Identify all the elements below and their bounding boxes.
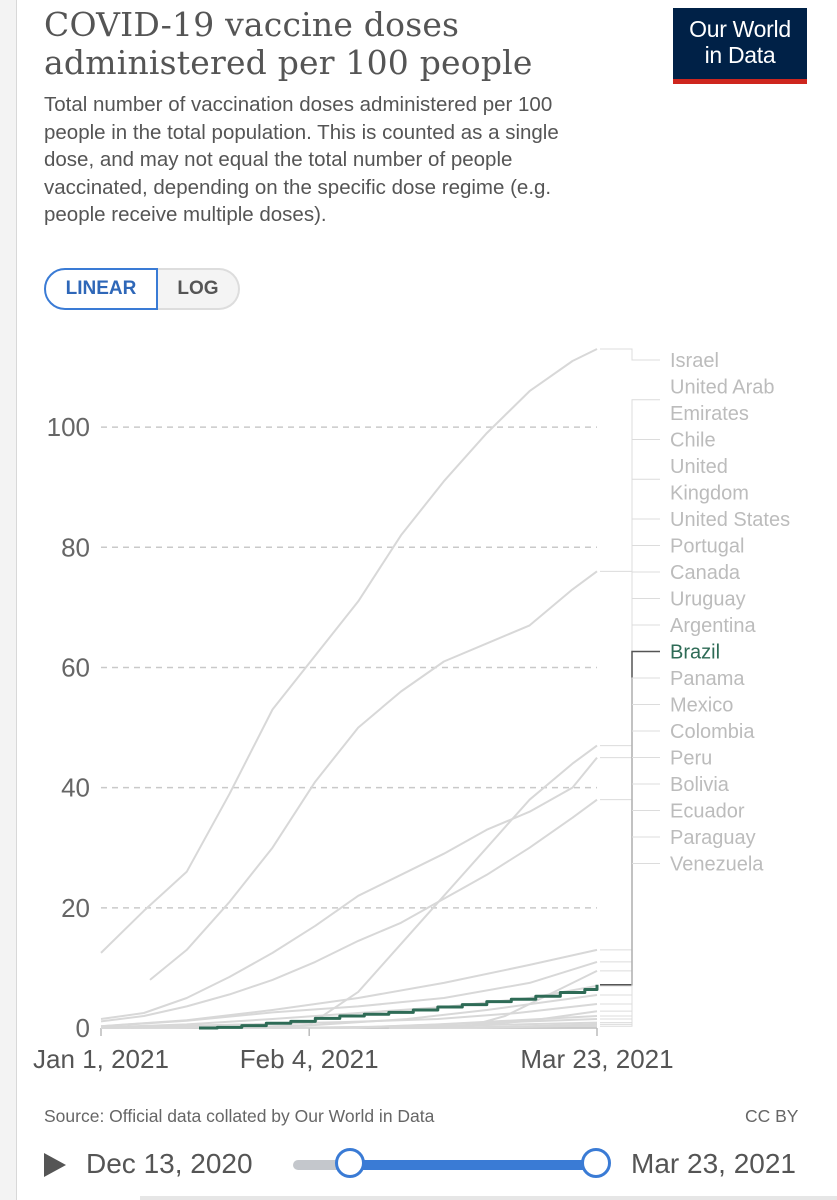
series-label[interactable]: Venezuela bbox=[670, 854, 764, 876]
series-label[interactable]: Portugal bbox=[670, 536, 745, 558]
label-connector bbox=[600, 598, 660, 972]
x-tick-label: Feb 4, 2021 bbox=[240, 1044, 379, 1074]
muted-series-lines bbox=[100, 348, 598, 1029]
timeline-selected-range bbox=[350, 1160, 596, 1170]
series-label[interactable]: Peru bbox=[670, 748, 712, 770]
log-scale-button[interactable]: LOG bbox=[158, 268, 240, 310]
line-chart[interactable]: 0 20 40 60 80 100 Jan 1, 2021 Feb 4, 2021 Mar 2… bbox=[0, 330, 837, 1080]
y-tick-label: 100 bbox=[47, 412, 90, 442]
y-tick-label: 20 bbox=[61, 893, 90, 923]
label-connectors bbox=[600, 348, 660, 1027]
label-connector bbox=[600, 348, 660, 361]
series-label[interactable]: Ecuador bbox=[670, 801, 745, 823]
label-connector bbox=[600, 624, 660, 987]
timeline-start-date: Dec 13, 2020 bbox=[86, 1148, 253, 1179]
play-icon[interactable] bbox=[44, 1153, 66, 1177]
label-connector bbox=[600, 677, 660, 996]
y-axis-ticks: 0 20 40 60 80 100 bbox=[47, 412, 90, 1043]
series-label[interactable]: Uruguay bbox=[670, 589, 746, 611]
chart-subtitle: Total number of vaccination doses admini… bbox=[44, 93, 559, 226]
gridlines bbox=[101, 426, 597, 909]
series-line[interactable] bbox=[100, 348, 598, 954]
label-connector bbox=[600, 810, 660, 1024]
label-connector bbox=[600, 730, 660, 1012]
series-line[interactable] bbox=[149, 570, 598, 981]
left-frame-edge bbox=[0, 0, 17, 1200]
label-connector bbox=[600, 650, 660, 986]
series-label[interactable]: Canada bbox=[670, 562, 741, 584]
y-tick-label: 60 bbox=[61, 652, 90, 682]
series-line[interactable] bbox=[199, 984, 599, 1030]
license-link[interactable]: CC BY bbox=[745, 1106, 799, 1126]
timeline-start-handle[interactable] bbox=[335, 1148, 365, 1178]
y-tick-label: 40 bbox=[61, 773, 90, 803]
timeline-end-date: Mar 23, 2021 bbox=[631, 1148, 796, 1179]
label-connector bbox=[600, 439, 660, 747]
series-label[interactable]: United bbox=[670, 456, 728, 478]
series-label[interactable]: United Arab bbox=[670, 377, 775, 399]
series-label[interactable]: Colombia bbox=[670, 721, 755, 743]
series-label[interactable]: Emirates bbox=[670, 403, 749, 425]
series-label[interactable]: Panama bbox=[670, 668, 745, 690]
series-label[interactable]: Paraguay bbox=[670, 827, 756, 849]
label-connector bbox=[600, 571, 660, 963]
label-connector bbox=[600, 757, 660, 1017]
label-connector bbox=[600, 704, 660, 1005]
highlighted-series-line bbox=[199, 984, 599, 1030]
linear-scale-button[interactable]: LINEAR bbox=[44, 268, 158, 310]
chart-title: COVID-19 vaccine doses administered per … bbox=[44, 5, 533, 82]
x-tick-label: Jan 1, 2021 bbox=[33, 1044, 169, 1074]
timeline-end-handle[interactable] bbox=[581, 1148, 611, 1178]
label-connector bbox=[600, 545, 660, 951]
series-label[interactable]: Bolivia bbox=[670, 774, 730, 796]
label-connector bbox=[600, 836, 660, 1025]
label-connector bbox=[600, 478, 660, 759]
label-connector bbox=[600, 783, 660, 1020]
series-line[interactable] bbox=[100, 798, 598, 1023]
series-label[interactable]: Kingdom bbox=[670, 483, 749, 505]
logo-line-2: in Data bbox=[704, 42, 776, 68]
x-tick-label: Mar 23, 2021 bbox=[520, 1044, 673, 1074]
bottom-frame-edge bbox=[140, 1196, 837, 1200]
label-connector bbox=[600, 863, 660, 1027]
series-label[interactable]: Chile bbox=[670, 430, 716, 452]
series-line[interactable] bbox=[100, 756, 598, 1020]
logo-line-1: Our World bbox=[689, 16, 791, 42]
scale-toggle: LINEAR LOG bbox=[44, 268, 240, 310]
series-line[interactable] bbox=[100, 960, 598, 1028]
series-label[interactable]: Brazil bbox=[670, 642, 720, 664]
series-label[interactable]: Argentina bbox=[670, 615, 756, 637]
y-tick-label: 0 bbox=[76, 1013, 90, 1043]
owid-logo[interactable]: Our World in Data bbox=[673, 8, 807, 84]
series-line[interactable] bbox=[394, 1025, 598, 1029]
series-label[interactable]: Mexico bbox=[670, 695, 733, 717]
y-tick-label: 80 bbox=[61, 532, 90, 562]
series-label[interactable]: Israel bbox=[670, 350, 719, 372]
series-label[interactable]: United States bbox=[670, 509, 790, 531]
series-labels: Israel United Arab Emirates Chile United King… bbox=[670, 350, 790, 876]
x-axis: Jan 1, 2021 Feb 4, 2021 Mar 23, 2021 bbox=[33, 1027, 674, 1074]
series-line[interactable] bbox=[100, 1003, 598, 1029]
source-note: Source: Official data collated by Our Wo… bbox=[44, 1106, 435, 1126]
series-line[interactable] bbox=[223, 1021, 598, 1029]
